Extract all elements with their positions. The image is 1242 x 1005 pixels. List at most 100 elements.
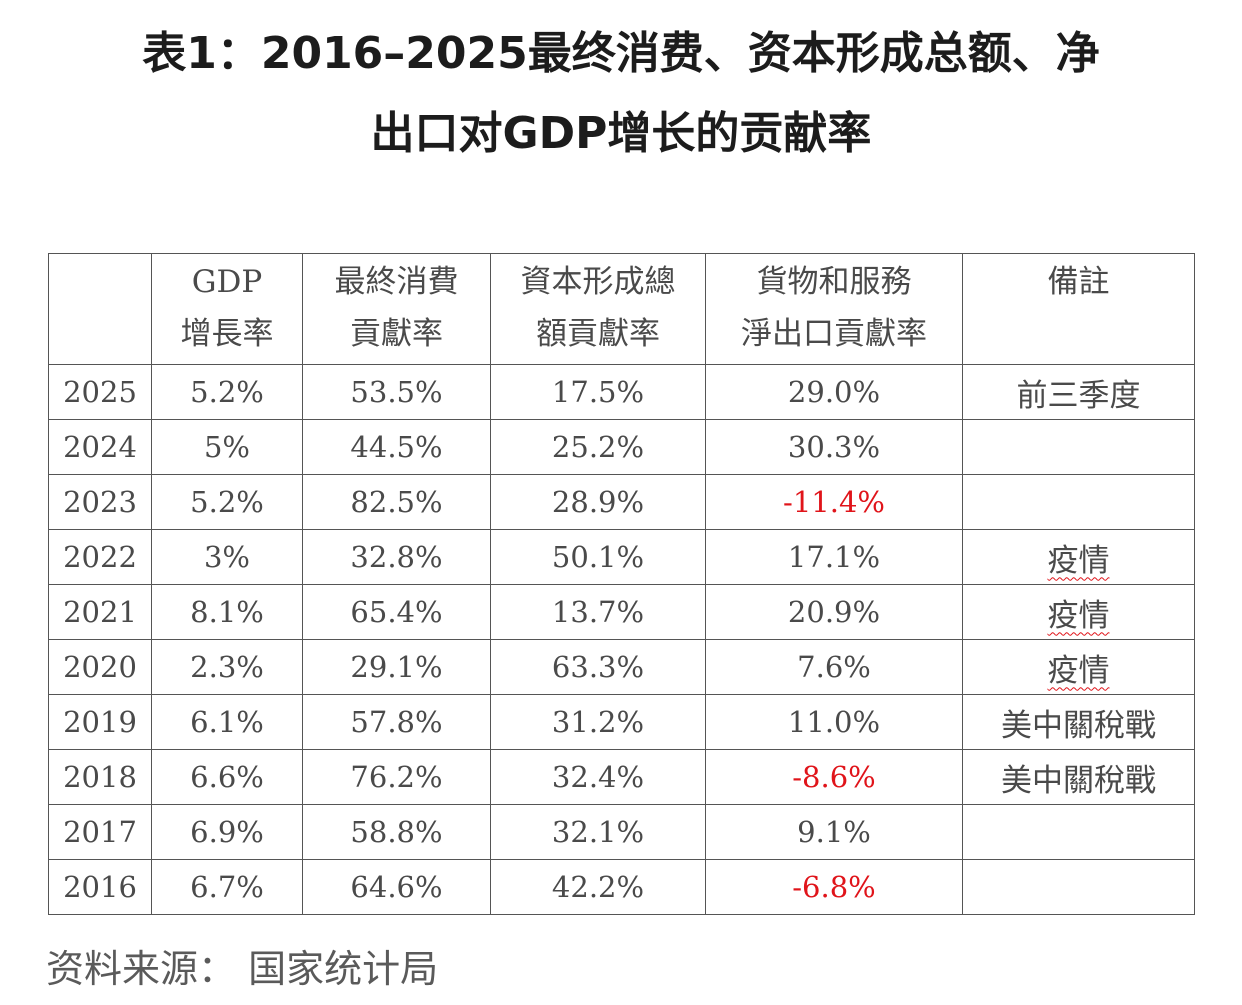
cell-net-exports-value: -6.8% — [792, 870, 876, 904]
cell-capital-value: 63.3% — [551, 650, 645, 684]
cell-consumption-value: 64.6% — [350, 870, 443, 904]
cell-gdp-value: 6.9% — [190, 815, 264, 849]
cell-gdp-value: 6.6% — [190, 760, 264, 794]
cell-capital-value: 42.2% — [551, 870, 645, 904]
cell-consumption: 65.4% — [302, 584, 491, 640]
cell-year-value: 2024 — [63, 430, 137, 464]
cell-note — [962, 474, 1195, 530]
cell-net-exports-value: 7.6% — [797, 650, 871, 684]
cell-capital: 31.2% — [490, 694, 706, 750]
cell-year: 2023 — [48, 474, 152, 530]
header-capital: 資本形成總 額貢獻率 — [490, 253, 706, 365]
table-row: 2024 5% 44.5% 25.2% 30.3% — [48, 419, 1195, 475]
cell-consumption-value: 82.5% — [350, 485, 443, 519]
cell-capital: 32.4% — [490, 749, 706, 805]
cell-year-value: 2020 — [63, 650, 137, 684]
cell-note: 疫情 — [962, 584, 1195, 640]
page-title: 表1：2016–2025最终消费、资本形成总额、净 出口对GDP增长的贡献率 — [20, 14, 1222, 174]
header-consumption: 最終消費 貢獻率 — [302, 253, 491, 365]
cell-net-exports-value: 11.0% — [787, 705, 881, 739]
cell-year: 2017 — [48, 804, 152, 860]
cell-net-exports-value: 29.0% — [787, 375, 881, 409]
cell-gdp-value: 6.7% — [190, 870, 264, 904]
cell-net-exports: 7.6% — [705, 639, 963, 695]
cell-capital-value: 32.4% — [551, 760, 645, 794]
cell-capital-value: 28.9% — [551, 485, 645, 519]
cell-year: 2021 — [48, 584, 152, 640]
cell-year: 2022 — [48, 529, 152, 585]
table-row: 2018 6.6% 76.2% 32.4% -8.6% 美中關稅戰 — [48, 749, 1195, 805]
cell-net-exports: -8.6% — [705, 749, 963, 805]
cell-consumption-value: 44.5% — [350, 430, 443, 464]
cell-note: 疫情 — [962, 639, 1195, 695]
cell-year: 2025 — [48, 364, 152, 420]
table-row: 2021 8.1% 65.4% 13.7% 20.9% 疫情 — [48, 584, 1195, 640]
cell-gdp: 8.1% — [151, 584, 303, 640]
table-row: 2016 6.7% 64.6% 42.2% -6.8% — [48, 859, 1195, 915]
table-header-row: GDP 增長率 最終消費 貢獻率 資本形成總 額貢獻率 貨物和服務 淨出口貢獻率… — [48, 253, 1195, 365]
cell-consumption-value: 65.4% — [350, 595, 443, 629]
cell-gdp-value: 5% — [203, 430, 250, 464]
cell-year: 2024 — [48, 419, 152, 475]
cell-consumption: 32.8% — [302, 529, 491, 585]
table-row: 2019 6.1% 57.8% 31.2% 11.0% 美中關稅戰 — [48, 694, 1195, 750]
cell-capital-value: 13.7% — [551, 595, 645, 629]
cell-note-value: 疫情 — [1047, 652, 1110, 689]
cell-capital: 63.3% — [490, 639, 706, 695]
cell-note: 美中關稅戰 — [962, 749, 1195, 805]
cell-net-exports: 20.9% — [705, 584, 963, 640]
header-year — [48, 253, 152, 365]
cell-year: 2020 — [48, 639, 152, 695]
cell-note: 前三季度 — [962, 364, 1195, 420]
cell-net-exports: 29.0% — [705, 364, 963, 420]
cell-gdp: 3% — [151, 529, 303, 585]
cell-year-value: 2022 — [63, 540, 137, 574]
cell-gdp: 5.2% — [151, 364, 303, 420]
cell-year-value: 2016 — [63, 870, 137, 904]
cell-net-exports-value: 17.1% — [787, 540, 881, 574]
cell-consumption-value: 32.8% — [350, 540, 443, 574]
cell-year-value: 2019 — [63, 705, 137, 739]
cell-capital-value: 31.2% — [551, 705, 645, 739]
cell-capital: 50.1% — [490, 529, 706, 585]
contribution-table: GDP 增長率 最終消費 貢獻率 資本形成總 額貢獻率 貨物和服務 淨出口貢獻率… — [48, 253, 1195, 915]
cell-note-value: 美中關稅戰 — [1001, 762, 1156, 799]
header-gdp-growth: GDP 增長率 — [151, 253, 303, 365]
cell-gdp-value: 8.1% — [190, 595, 264, 629]
header-net-exports: 貨物和服務 淨出口貢獻率 — [705, 253, 963, 365]
cell-capital-value: 32.1% — [551, 815, 645, 849]
cell-note-value: 疫情 — [1047, 597, 1110, 634]
table-row: 2017 6.9% 58.8% 32.1% 9.1% — [48, 804, 1195, 860]
cell-net-exports: -6.8% — [705, 859, 963, 915]
title-line-1: 表1：2016–2025最终消费、资本形成总额、净 — [142, 28, 1100, 79]
cell-gdp: 6.7% — [151, 859, 303, 915]
cell-year: 2018 — [48, 749, 152, 805]
cell-year-value: 2023 — [63, 485, 137, 519]
cell-gdp-value: 3% — [203, 540, 250, 574]
table-row: 2023 5.2% 82.5% 28.9% -11.4% — [48, 474, 1195, 530]
contribution-table-container: GDP 增長率 最終消費 貢獻率 資本形成總 額貢獻率 貨物和服務 淨出口貢獻率… — [48, 253, 1195, 915]
table-row: 2022 3% 32.8% 50.1% 17.1% 疫情 — [48, 529, 1195, 585]
source-note: 资料来源： 国家统计局 — [46, 947, 439, 991]
table-body: 2025 5.2% 53.5% 17.5% 29.0% 前三季度 2024 5% 44.5% 25… — [48, 364, 1195, 915]
table-row: 2025 5.2% 53.5% 17.5% 29.0% 前三季度 — [48, 364, 1195, 420]
header-note: 備註 — [962, 253, 1195, 365]
cell-gdp-value: 6.1% — [190, 705, 264, 739]
cell-net-exports-value: -11.4% — [783, 485, 885, 519]
cell-capital: 17.5% — [490, 364, 706, 420]
cell-year-value: 2017 — [63, 815, 137, 849]
cell-consumption-value: 53.5% — [350, 375, 443, 409]
cell-capital-value: 17.5% — [551, 375, 645, 409]
cell-gdp: 2.3% — [151, 639, 303, 695]
cell-consumption-value: 29.1% — [350, 650, 443, 684]
cell-note — [962, 804, 1195, 860]
cell-net-exports-value: -8.6% — [792, 760, 876, 794]
cell-note — [962, 419, 1195, 475]
cell-capital-value: 50.1% — [551, 540, 645, 574]
cell-gdp: 5% — [151, 419, 303, 475]
cell-consumption: 58.8% — [302, 804, 491, 860]
table-row: 2020 2.3% 29.1% 63.3% 7.6% 疫情 — [48, 639, 1195, 695]
cell-year-value: 2018 — [63, 760, 137, 794]
cell-consumption: 82.5% — [302, 474, 491, 530]
cell-capital: 25.2% — [490, 419, 706, 475]
